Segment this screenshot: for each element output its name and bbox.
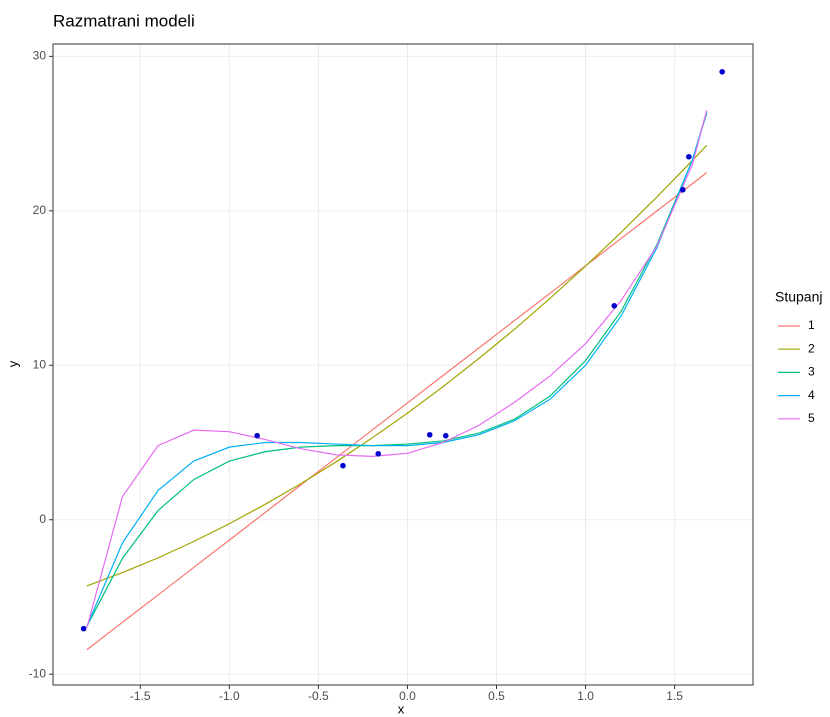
fit-line [86, 111, 708, 627]
data-point [680, 187, 686, 193]
data-point [426, 431, 433, 438]
fit-line [86, 172, 708, 651]
data-point [254, 432, 260, 439]
y-axis-title: y [5, 360, 20, 367]
x-tick-label: 0.0 [399, 689, 416, 703]
data-point [719, 69, 725, 75]
y-tick-label: 0 [39, 512, 46, 526]
panel-border [52, 43, 754, 686]
x-axis-title: x [398, 701, 405, 716]
chart-title: Razmatrani modeli [53, 11, 195, 30]
y-tick-label: 30 [33, 49, 47, 63]
legend-label: 4 [808, 388, 815, 402]
fit-line [86, 113, 708, 627]
legend-label: 3 [808, 365, 815, 379]
x-tick-label: 0.5 [488, 689, 505, 703]
data-point [611, 303, 618, 309]
legend-label: 5 [808, 411, 815, 425]
y-tick-label: 20 [33, 203, 47, 217]
data-point [442, 432, 449, 439]
legend-label: 2 [808, 341, 815, 355]
data-point [375, 450, 382, 457]
x-tick-label: 1.0 [577, 689, 594, 703]
data-point [80, 625, 87, 632]
x-tick-label: 1.5 [666, 689, 683, 703]
y-tick-label: 10 [33, 357, 47, 371]
x-tick-label: -1.5 [130, 689, 151, 703]
x-tick-label: -1.0 [219, 689, 240, 703]
y-tick-label: -10 [29, 666, 47, 680]
legend-title: Stupanj [775, 289, 822, 305]
fit-line [86, 110, 708, 629]
data-point [340, 462, 346, 469]
x-tick-label: -0.5 [308, 689, 329, 703]
legend-label: 1 [808, 318, 815, 332]
data-point [686, 153, 692, 160]
fit-line [86, 144, 708, 587]
